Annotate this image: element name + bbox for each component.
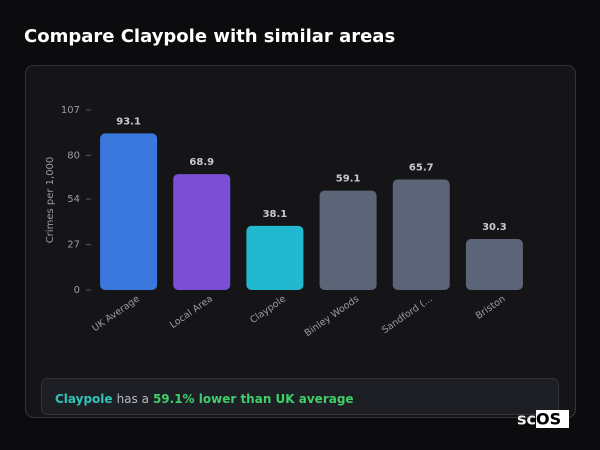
value-label: 30.3 (482, 222, 507, 233)
y-tick-label: 80 (67, 150, 80, 161)
summary-area: Claypole (55, 392, 113, 406)
bar (319, 190, 377, 290)
value-label: 93.1 (116, 116, 141, 127)
y-tick-label: 27 (67, 240, 80, 251)
summary: Claypole has a 59.1% lower than UK average (55, 392, 354, 406)
bar (246, 225, 304, 290)
y-tick-label: 54 (67, 194, 80, 205)
bar (392, 179, 450, 290)
bar (100, 133, 158, 290)
bar (465, 239, 523, 290)
chart-title: Compare Claypole with similar areas (24, 26, 395, 47)
value-label: 65.7 (409, 162, 434, 173)
y-axis-label: Crimes per 1,000 (45, 157, 56, 244)
value-label: 59.1 (336, 174, 361, 185)
y-tick-label: 0 (74, 285, 80, 296)
value-label: 68.9 (189, 157, 214, 168)
summary-text: has a (117, 392, 149, 406)
y-tick-label: 107 (61, 105, 80, 116)
logo-box (536, 410, 569, 428)
bar (173, 174, 231, 290)
value-label: 38.1 (263, 209, 288, 220)
logo: scOS (517, 410, 561, 429)
summary-box (41, 378, 559, 415)
summary-highlight: 59.1% lower than UK average (153, 392, 354, 406)
